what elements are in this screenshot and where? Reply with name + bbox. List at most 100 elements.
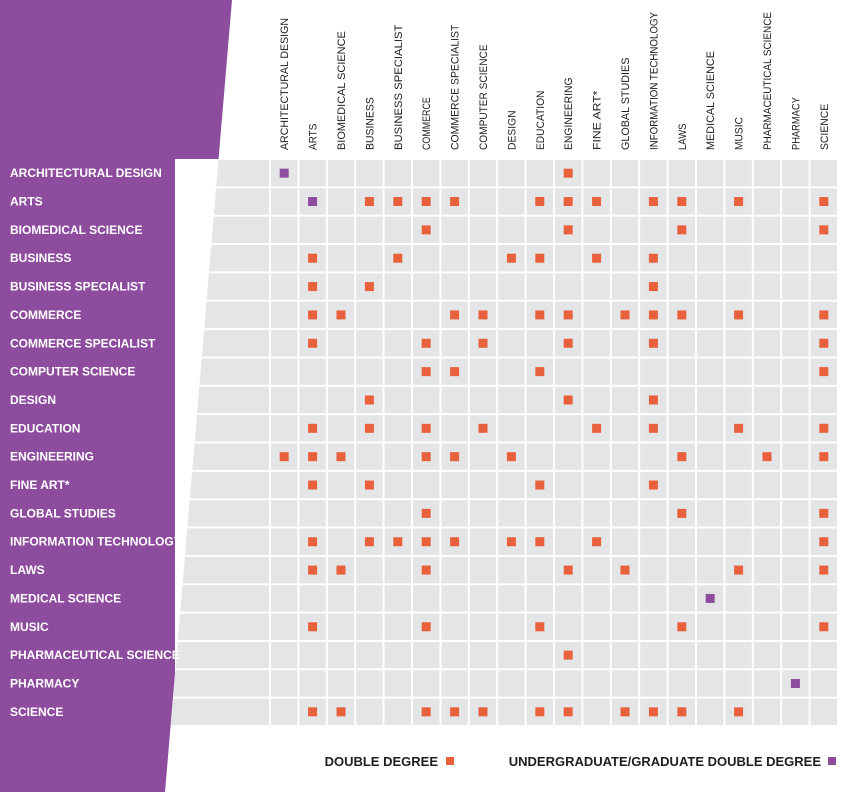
column-label: COMPUTER SCIENCE	[478, 44, 490, 150]
matrix-cell	[725, 585, 752, 612]
matrix-cell	[753, 330, 781, 357]
double-degree-mark	[308, 622, 318, 632]
matrix-cell	[782, 528, 809, 555]
double-degree-mark	[506, 452, 516, 462]
matrix-cell	[697, 471, 724, 499]
row-label: COMMERCE SPECIALIST	[10, 336, 156, 350]
double-degree-mark	[677, 508, 687, 518]
matrix-cell	[271, 585, 298, 612]
double-degree-mark	[734, 707, 744, 717]
double-degree-mark	[677, 197, 687, 207]
matrix-cell	[555, 245, 582, 272]
matrix-cell	[611, 670, 639, 697]
row-label: MEDICAL SCIENCE	[10, 591, 121, 605]
row-lead-cell	[182, 556, 269, 584]
row-label: FINE ART*	[10, 478, 70, 492]
double-degree-mark	[563, 338, 573, 348]
matrix-cell	[384, 500, 411, 527]
matrix-cell	[583, 698, 610, 725]
double-degree-mark	[677, 452, 687, 462]
row-labels: ARCHITECTURAL DESIGN ARTS BIOMEDICAL SCIEN…	[10, 166, 182, 719]
column-label: ARTS	[308, 124, 320, 150]
matrix-cell	[583, 443, 610, 470]
double-degree-mark	[648, 423, 658, 433]
double-degree-mark	[592, 537, 602, 547]
matrix-cell	[611, 245, 639, 272]
matrix-cell	[782, 216, 809, 244]
matrix-cell	[668, 415, 695, 442]
double-degree-mark	[308, 310, 318, 320]
double-degree-mark	[563, 565, 573, 575]
matrix-cell	[753, 556, 781, 584]
matrix-cell	[697, 613, 724, 640]
matrix-cell	[583, 273, 610, 300]
double-degree-mark	[279, 452, 289, 462]
matrix-cell	[697, 415, 724, 442]
matrix-cell	[668, 245, 695, 272]
matrix-cell	[782, 273, 809, 300]
matrix-cell	[611, 330, 639, 357]
matrix-cell	[753, 500, 781, 527]
row-lead-cell	[211, 216, 269, 244]
matrix-cell	[697, 273, 724, 300]
matrix-cell	[384, 670, 411, 697]
double-degree-mark	[393, 537, 403, 547]
column-label: COMMERCE SPECIALIST	[450, 24, 462, 150]
matrix-cell	[555, 670, 582, 697]
matrix-cell	[611, 528, 639, 555]
matrix-cell	[782, 245, 809, 272]
matrix-cell	[498, 330, 525, 357]
double-degree-mark	[648, 310, 658, 320]
double-degree-mark	[421, 537, 431, 547]
matrix-cell	[413, 245, 440, 272]
matrix-cell	[640, 528, 667, 555]
matrix-cell	[327, 670, 355, 697]
matrix-cell	[327, 500, 355, 527]
matrix-cell	[441, 330, 468, 357]
row-label: GLOBAL STUDIES	[10, 506, 116, 520]
row-label: ENGINEERING	[10, 450, 94, 464]
matrix-cell	[384, 641, 411, 669]
matrix-cell	[583, 670, 610, 697]
matrix-cell	[327, 273, 355, 300]
matrix-cell	[782, 301, 809, 329]
matrix-cell	[697, 698, 724, 725]
column-labels: ARCHITECTURAL DESIGN ARTS BIOMEDICAL SCIEN…	[279, 11, 831, 150]
matrix-cell	[611, 471, 639, 499]
double-degree-mark	[677, 622, 687, 632]
matrix-cell	[469, 188, 497, 215]
matrix-cell	[441, 500, 468, 527]
matrix-cell	[384, 160, 411, 187]
matrix-cell	[725, 160, 752, 187]
matrix-cell	[668, 670, 695, 697]
column-label: FINE ART*	[592, 90, 604, 150]
legend-double-degree-label: DOUBLE DEGREE	[325, 754, 439, 769]
matrix-cell	[782, 613, 809, 640]
matrix-cell	[782, 698, 809, 725]
matrix-cell	[526, 415, 553, 442]
matrix-cell	[299, 386, 326, 414]
matrix-cell	[356, 301, 383, 329]
double-degree-mark	[364, 537, 374, 547]
matrix-cell	[526, 216, 553, 244]
double-degree-mark	[308, 452, 318, 462]
matrix-cell	[271, 670, 298, 697]
matrix-cell	[583, 613, 610, 640]
matrix-cell	[782, 160, 809, 187]
double-degree-mark	[450, 310, 460, 320]
legend-double-degree-marker	[446, 757, 454, 765]
matrix-cell	[753, 301, 781, 329]
double-degree-mark	[819, 565, 829, 575]
double-degree-mark	[819, 537, 829, 547]
matrix-cell	[782, 358, 809, 385]
matrix-cell	[526, 641, 553, 669]
matrix-cell	[725, 216, 752, 244]
matrix-cell	[697, 358, 724, 385]
matrix-cell	[413, 585, 440, 612]
double-degree-mark	[308, 537, 318, 547]
double-degree-mark	[535, 367, 545, 377]
matrix-cell	[782, 585, 809, 612]
matrix-cell	[356, 698, 383, 725]
row-label: MUSIC	[10, 620, 49, 634]
matrix-cell	[611, 613, 639, 640]
